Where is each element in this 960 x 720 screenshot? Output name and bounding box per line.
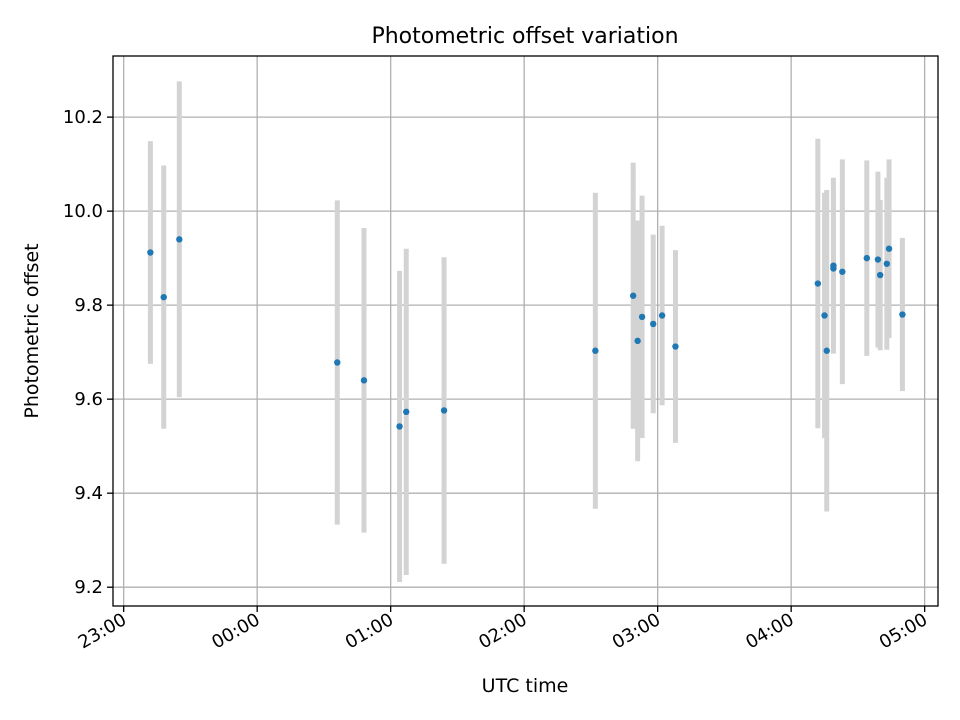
- data-point: [883, 260, 891, 267]
- data-point: [360, 377, 368, 384]
- y-axis-ticks: 9.2 9.4 9.6 9.8 10.0 10.2: [63, 107, 113, 598]
- plot-area-frame: [112, 55, 939, 607]
- y-tick-label: 10.2: [63, 107, 103, 128]
- y-tick-label: 9.8: [74, 295, 103, 316]
- data-point: [176, 236, 183, 243]
- data-point: [147, 249, 154, 256]
- data-point: [672, 343, 679, 350]
- y-tick-label: 9.2: [74, 577, 103, 598]
- data-point: [658, 312, 666, 319]
- grid-lines: [113, 56, 938, 606]
- data-point: [592, 347, 599, 354]
- data-point: [440, 407, 448, 414]
- x-axis-label: UTC time: [482, 675, 569, 697]
- data-point: [839, 268, 846, 275]
- data-point: [874, 256, 882, 263]
- data-point: [396, 423, 403, 430]
- data-point: [823, 347, 830, 354]
- chart-title: Photometric offset variation: [371, 24, 678, 49]
- data-point: [814, 280, 822, 287]
- y-tick-label: 9.6: [74, 389, 103, 410]
- data-point: [650, 320, 657, 328]
- data-point: [403, 408, 410, 416]
- y-tick-label: 9.4: [74, 483, 103, 504]
- data-point: [160, 293, 167, 301]
- data-point: [634, 337, 641, 345]
- data-point: [863, 254, 871, 262]
- y-axis-label: Photometric offset: [21, 243, 43, 418]
- data-point: [876, 271, 884, 279]
- data-point: [334, 359, 341, 366]
- data-point: [830, 262, 837, 269]
- data-point: [638, 313, 646, 321]
- data-point: [899, 311, 906, 318]
- data-points: [147, 236, 906, 430]
- data-point: [629, 292, 637, 299]
- data-point: [885, 245, 893, 252]
- data-point: [821, 312, 828, 319]
- y-tick-label: 10.0: [63, 201, 103, 222]
- x-axis-ticks: 23:00 00:00 01:00 02:00 03:00 04:00 05:00: [75, 606, 931, 653]
